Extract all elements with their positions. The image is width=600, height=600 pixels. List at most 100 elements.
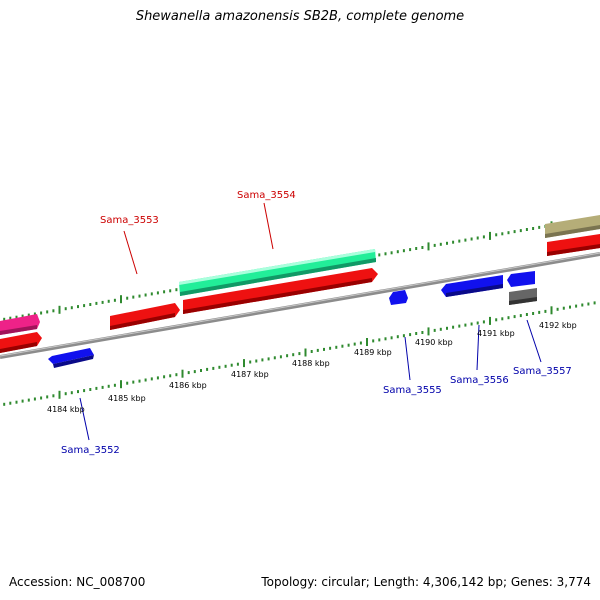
gene-feature-sama-3554-rna-highlight bbox=[179, 249, 375, 285]
lower-minor-tick bbox=[402, 334, 405, 338]
upper-minor-tick bbox=[9, 316, 12, 320]
lower-major-tick bbox=[489, 316, 491, 325]
lower-minor-tick bbox=[200, 369, 202, 372]
gene-label-sama-3553[interactable]: Sama_3553 bbox=[100, 215, 159, 226]
gene-feature-sama-3554-shade bbox=[183, 278, 372, 314]
lower-minor-tick bbox=[70, 391, 73, 395]
kbp-label: 4186 kbp bbox=[169, 381, 207, 390]
upper-minor-tick bbox=[439, 242, 442, 246]
gene-label-sama-3556[interactable]: Sama_3556 bbox=[450, 375, 509, 386]
lower-minor-tick bbox=[230, 363, 233, 367]
upper-major-tick bbox=[120, 295, 122, 304]
gene-feature-tan-shade bbox=[545, 225, 600, 238]
lower-minor-tick bbox=[187, 371, 190, 375]
gene-feature-sama-3554-rna-shade bbox=[180, 258, 376, 296]
lower-minor-tick bbox=[556, 307, 559, 311]
lower-minor-tick bbox=[532, 312, 535, 315]
lower-minor-tick bbox=[267, 357, 270, 361]
lower-minor-tick bbox=[378, 338, 381, 342]
upper-minor-tick bbox=[538, 225, 541, 229]
kbp-label: 4192 kbp bbox=[539, 321, 577, 330]
upper-minor-tick bbox=[476, 236, 479, 240]
lower-minor-tick bbox=[452, 325, 455, 329]
gene-feature-red-right-shade bbox=[547, 244, 600, 256]
upper-minor-tick bbox=[409, 248, 412, 252]
upper-major-tick bbox=[58, 305, 61, 314]
gene-label-sama-3557[interactable]: Sama_3557 bbox=[513, 366, 572, 377]
lower-minor-tick bbox=[593, 301, 596, 305]
lower-minor-tick bbox=[587, 302, 590, 306]
gene-feature-sama-3552-shade bbox=[53, 355, 94, 368]
lower-minor-tick bbox=[347, 343, 350, 347]
lower-minor-tick bbox=[52, 394, 55, 398]
label-line-sama-3554 bbox=[263, 202, 274, 250]
upper-minor-tick bbox=[3, 317, 6, 321]
lower-major-tick bbox=[427, 327, 430, 336]
lower-minor-tick bbox=[261, 358, 264, 362]
lower-minor-tick bbox=[218, 365, 221, 369]
lower-minor-tick bbox=[27, 398, 30, 402]
upper-minor-tick bbox=[163, 290, 166, 294]
gene-label-sama-3555[interactable]: Sama_3555 bbox=[383, 385, 442, 396]
upper-minor-tick bbox=[138, 294, 141, 298]
lower-minor-tick bbox=[415, 332, 418, 335]
lower-minor-tick bbox=[193, 370, 196, 374]
lower-minor-tick bbox=[310, 350, 313, 353]
lower-major-tick bbox=[366, 338, 368, 346]
upper-minor-tick bbox=[150, 292, 153, 296]
lower-major-tick bbox=[304, 348, 307, 357]
upper-minor-tick bbox=[384, 252, 387, 256]
map-title: Shewanella amazonensis SB2B, complete ge… bbox=[135, 9, 465, 24]
kbp-label: 4188 kbp bbox=[292, 359, 330, 368]
label-line-sama-3556 bbox=[476, 324, 480, 371]
kbp-label: 4191 kbp bbox=[477, 329, 515, 338]
lower-minor-tick bbox=[569, 305, 571, 309]
genome-backbone-highlight bbox=[0, 252, 600, 357]
lower-minor-tick bbox=[206, 367, 209, 371]
upper-minor-tick bbox=[46, 310, 49, 314]
genome-summary-text: Topology: circular; Length: 4,306,142 bp… bbox=[261, 575, 591, 589]
upper-minor-tick bbox=[519, 229, 522, 233]
upper-minor-tick bbox=[482, 235, 485, 239]
upper-minor-tick bbox=[21, 314, 24, 318]
upper-minor-tick bbox=[15, 315, 18, 319]
lower-minor-tick bbox=[3, 402, 6, 406]
gene-label-sama-3554[interactable]: Sama_3554 bbox=[237, 190, 296, 201]
label-line-sama-3555 bbox=[404, 336, 411, 381]
upper-minor-tick bbox=[40, 311, 43, 315]
gene-label-sama-3552[interactable]: Sama_3552 bbox=[61, 445, 120, 456]
upper-minor-tick bbox=[513, 230, 516, 234]
lower-minor-tick bbox=[107, 384, 110, 388]
lower-minor-tick bbox=[464, 323, 467, 327]
upper-minor-tick bbox=[169, 289, 172, 293]
upper-minor-tick bbox=[421, 246, 424, 249]
lower-minor-tick bbox=[372, 339, 375, 343]
lower-minor-tick bbox=[482, 320, 485, 324]
upper-major-tick bbox=[427, 242, 430, 251]
lower-major-tick bbox=[120, 380, 122, 389]
kbp-label: 4187 kbp bbox=[231, 370, 269, 379]
lower-minor-tick bbox=[501, 317, 504, 321]
lower-major-tick bbox=[243, 359, 245, 368]
lower-minor-tick bbox=[446, 326, 448, 330]
gene-feature-blue-small[interactable] bbox=[507, 271, 535, 287]
lower-major-tick bbox=[550, 306, 553, 315]
upper-minor-tick bbox=[458, 239, 461, 243]
lower-minor-tick bbox=[316, 348, 319, 352]
lower-major-tick bbox=[181, 369, 184, 378]
lower-minor-tick bbox=[562, 306, 565, 310]
upper-minor-tick bbox=[144, 293, 147, 297]
lower-minor-tick bbox=[335, 345, 338, 349]
gene-feature-sama-3552[interactable] bbox=[48, 348, 94, 364]
gene-feature-sama-3557-shade bbox=[509, 297, 537, 305]
lower-minor-tick bbox=[513, 315, 516, 319]
gene-feature-sama-3555[interactable] bbox=[389, 290, 408, 305]
upper-minor-tick bbox=[27, 313, 30, 317]
lower-minor-tick bbox=[138, 379, 141, 383]
lower-minor-tick bbox=[144, 378, 147, 382]
upper-minor-tick bbox=[101, 300, 104, 304]
accession-text: Accession: NC_008700 bbox=[9, 575, 146, 589]
lower-minor-tick bbox=[507, 316, 510, 320]
lower-minor-tick bbox=[150, 377, 153, 381]
label-line-sama-3552 bbox=[79, 397, 90, 441]
